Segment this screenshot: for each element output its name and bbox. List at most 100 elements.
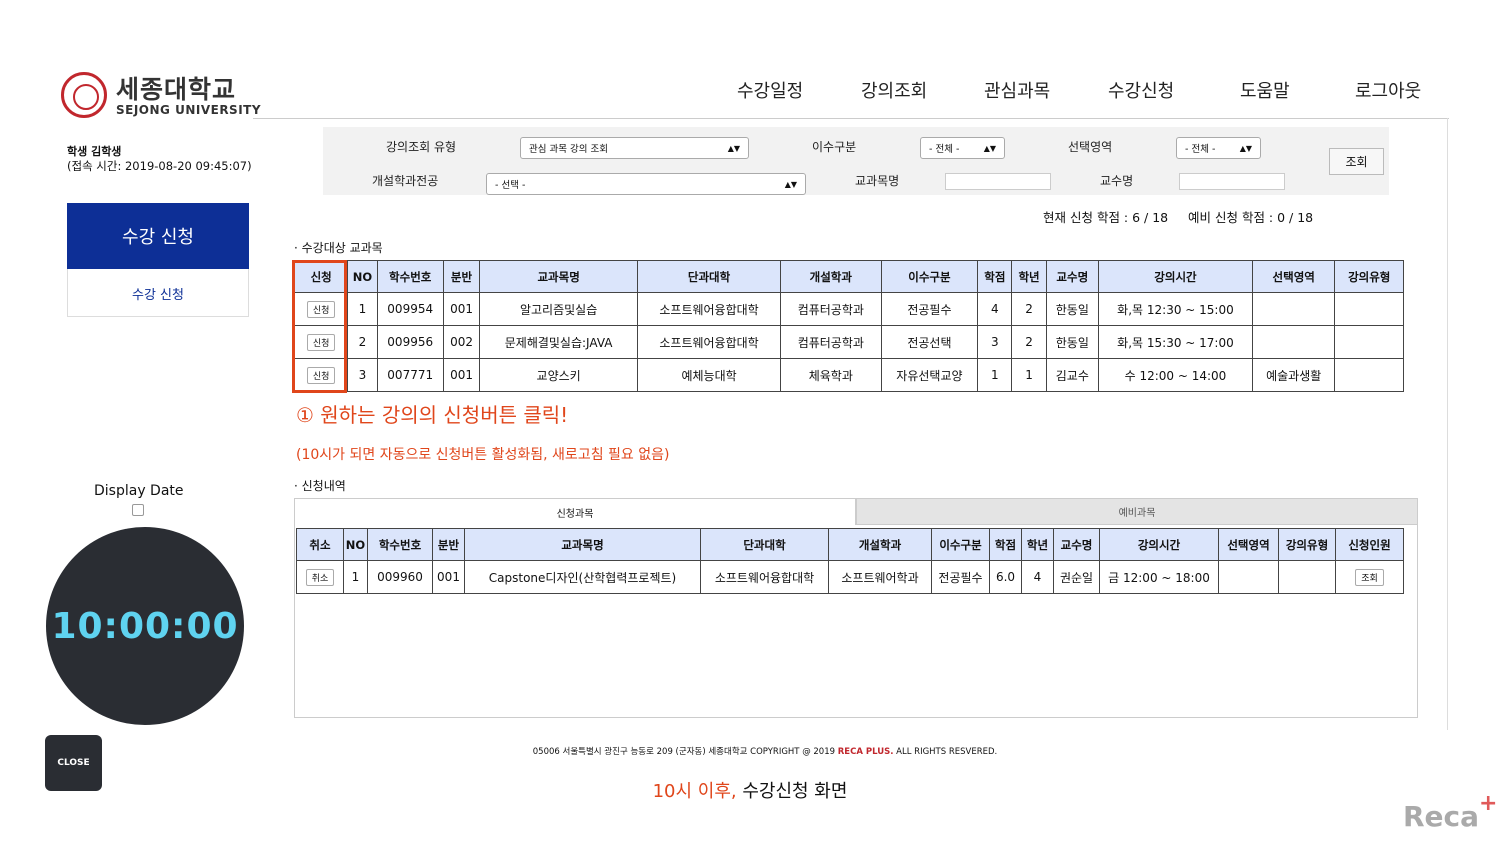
sidebar-item-registration[interactable]: 수강 신청 — [132, 288, 184, 303]
column-header: 강의시간 — [1099, 528, 1219, 561]
search-type-select[interactable]: 관심 과목 강의 조회 ▲▼ — [520, 137, 749, 159]
header-divider — [253, 118, 1449, 119]
column-header: NO — [343, 528, 368, 561]
table-cell: 예술과생활 — [1251, 358, 1336, 392]
select-arrow-icon: ▲▼ — [727, 143, 740, 153]
column-header: 학수번호 — [376, 260, 444, 293]
display-date-label: Display Date — [94, 483, 184, 499]
close-button[interactable]: CLOSE — [45, 735, 102, 791]
table-cell: 교양스키 — [479, 358, 639, 392]
apply-button-cell: 신청 — [293, 358, 349, 392]
caption-highlight: 10시 이후, — [652, 781, 737, 802]
column-header: 개설학과 — [828, 528, 932, 561]
view-count-button[interactable]: 조회 — [1355, 568, 1384, 586]
sidebar-menu-title[interactable]: 수강 신청 — [67, 203, 249, 269]
table-cell: 소프트웨어융합대학 — [637, 292, 781, 326]
history-header-row: 취소 NO 학수번호 분반 교과목명 단과대학 개설학과 이수구분 학점 학년 교수명 강의시간 선택영… — [296, 528, 1404, 561]
nav-course-search[interactable]: 강의조회 — [861, 81, 928, 102]
table-cell: 금 12:00 ~ 18:00 — [1099, 560, 1219, 594]
apply-button[interactable]: 신청 — [306, 300, 336, 318]
table-cell: 소프트웨어융합대학 — [637, 325, 781, 359]
column-header: 신청 — [293, 260, 349, 293]
tab-reserve[interactable]: 예비과목 — [856, 498, 1418, 525]
table-cell: 김교수 — [1045, 358, 1099, 392]
area-select[interactable]: - 전체 - ▲▼ — [1176, 137, 1261, 159]
column-header: 분반 — [442, 260, 481, 293]
logo-korean: 세종대학교 — [116, 75, 237, 104]
table-cell: 009954 — [376, 292, 444, 326]
column-header: 신청인원 — [1335, 528, 1404, 561]
category-select[interactable]: - 전체 - ▲▼ — [920, 137, 1005, 159]
nav-registration[interactable]: 수강신청 — [1108, 81, 1175, 102]
column-header: 교수명 — [1053, 528, 1100, 561]
column-header: 단과대학 — [637, 260, 781, 293]
column-header: 교과목명 — [479, 260, 639, 293]
table-cell: 2 — [1011, 325, 1047, 359]
table-cell: 컴퓨터공학과 — [780, 292, 882, 326]
nav-interest[interactable]: 관심과목 — [984, 81, 1051, 102]
table-cell: 전공선택 — [880, 325, 979, 359]
table-cell: 002 — [442, 325, 481, 359]
dept-label: 개설학과전공 — [372, 174, 439, 188]
table-cell: 체육학과 — [780, 358, 882, 392]
column-header: 이수구분 — [880, 260, 979, 293]
annotation-main: ① 원하는 강의의 신청버튼 클릭! — [296, 403, 569, 427]
view-count-button-cell: 조회 — [1335, 560, 1404, 594]
tab-applied[interactable]: 신청과목 — [294, 498, 856, 525]
table-cell: 1 — [343, 560, 368, 594]
category-value: - 전체 - — [929, 144, 960, 155]
category-label: 이수구분 — [812, 140, 857, 154]
nav-logout[interactable]: 로그아웃 — [1355, 81, 1422, 102]
professor-input[interactable] — [1179, 173, 1285, 190]
column-header: 강의유형 — [1334, 260, 1404, 293]
column-header: 선택영역 — [1218, 528, 1279, 561]
apply-button-cell: 신청 — [293, 325, 349, 359]
table-cell: 문제해결및실습:JAVA — [479, 325, 639, 359]
target-courses-table: 신청 NO 학수번호 분반 교과목명 단과대학 개설학과 이수구분 학점 학년 교수명 강의시간 선택영… — [293, 260, 1404, 392]
select-arrow-icon: ▲▼ — [1239, 143, 1252, 153]
footer-rights: ALL RIGHTS RESVERED. — [893, 747, 998, 757]
table-cell: 알고리즘및실습 — [479, 292, 639, 326]
apply-column-highlight — [292, 260, 347, 393]
table-cell: 자유선택교양 — [880, 358, 979, 392]
table-cell: 전공필수 — [931, 560, 990, 594]
select-arrow-icon: ▲▼ — [784, 179, 797, 189]
reca-plus-icon: + — [1479, 791, 1498, 816]
footer-address: 05006 서울특별시 광진구 능동로 209 (군자동) 세종대학교 COPY… — [532, 747, 838, 757]
cancel-button-cell: 취소 — [296, 560, 344, 594]
area-label: 선택영역 — [1068, 140, 1113, 154]
search-button[interactable]: 조회 — [1329, 148, 1384, 175]
target-courses-title: · 수강대상 교과목 — [294, 241, 383, 255]
nav-help[interactable]: 도움말 — [1240, 81, 1290, 102]
column-header: 선택영역 — [1251, 260, 1336, 293]
display-date-checkbox[interactable] — [132, 504, 144, 516]
cancel-button[interactable]: 취소 — [305, 568, 335, 586]
table-row: 신청 3 007771 001 교양스키 예체능대학 체육학과 자유선택교양 1 1 김교수 수 12… — [293, 358, 1404, 392]
column-header: 이수구분 — [931, 528, 990, 561]
column-header: 강의시간 — [1097, 260, 1253, 293]
column-header: 학년 — [1011, 260, 1047, 293]
course-name-label: 교과목명 — [855, 174, 900, 188]
table-cell: 화,목 15:30 ~ 17:00 — [1097, 325, 1253, 359]
logo-english: SEJONG UNIVERSITY — [116, 103, 262, 117]
caption-text: 수강신청 화면 — [736, 781, 848, 802]
table-cell — [1251, 292, 1336, 326]
nav-schedule[interactable]: 수강일정 — [737, 81, 804, 102]
course-name-input[interactable] — [945, 173, 1051, 190]
column-header: NO — [347, 260, 378, 293]
table-cell: 수 12:00 ~ 14:00 — [1097, 358, 1253, 392]
table-cell: 007771 — [376, 358, 444, 392]
column-header: 강의유형 — [1278, 528, 1336, 561]
apply-button[interactable]: 신청 — [306, 333, 336, 351]
professor-label: 교수명 — [1100, 174, 1134, 188]
table-cell — [1251, 325, 1336, 359]
table-cell: 화,목 12:30 ~ 15:00 — [1097, 292, 1253, 326]
table-cell — [1334, 325, 1404, 359]
table-cell: 4 — [977, 292, 1013, 326]
apply-button[interactable]: 신청 — [306, 366, 336, 384]
column-header: 분반 — [432, 528, 465, 561]
dept-select[interactable]: - 선택 - ▲▼ — [486, 173, 806, 195]
column-header: 학점 — [989, 528, 1022, 561]
footer: 05006 서울특별시 광진구 능동로 209 (군자동) 세종대학교 COPY… — [0, 745, 1500, 757]
reserve-credits: 예비 신청 학점 : 0 / 18 — [1188, 210, 1314, 225]
